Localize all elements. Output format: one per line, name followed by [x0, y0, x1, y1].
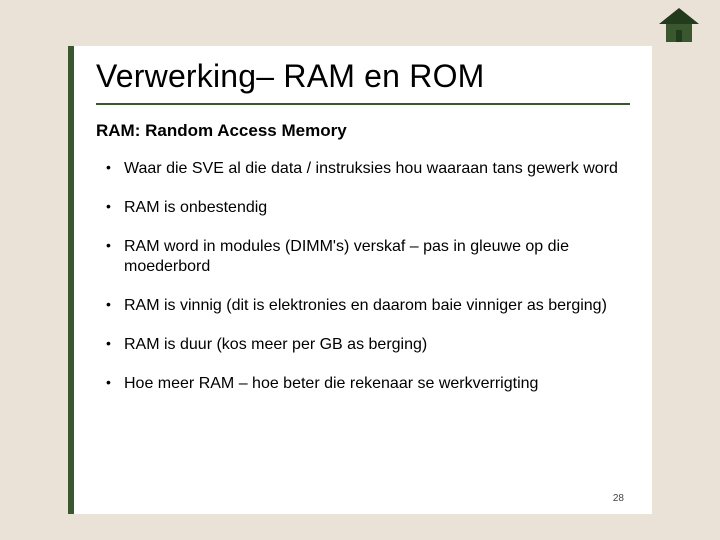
list-item: Waar die SVE al die data / instruksies h…: [100, 159, 630, 179]
slide-inner: Verwerking– RAM en ROM RAM: Random Acces…: [74, 46, 652, 394]
bullet-list: Waar die SVE al die data / instruksies h…: [96, 159, 630, 394]
slide-card: Verwerking– RAM en ROM RAM: Random Acces…: [68, 46, 652, 514]
list-item: RAM is onbestendig: [100, 198, 630, 218]
list-item: Hoe meer RAM – hoe beter die rekenaar se…: [100, 374, 630, 394]
slide-subtitle: RAM: Random Access Memory: [96, 121, 630, 141]
list-item: RAM is vinnig (dit is elektronies en daa…: [100, 296, 630, 316]
slide-title: Verwerking– RAM en ROM: [96, 58, 630, 105]
home-icon[interactable]: [656, 6, 702, 44]
list-item: RAM is duur (kos meer per GB as berging): [100, 335, 630, 355]
page-number: 28: [613, 493, 624, 504]
list-item: RAM word in modules (DIMM's) verskaf – p…: [100, 237, 630, 277]
